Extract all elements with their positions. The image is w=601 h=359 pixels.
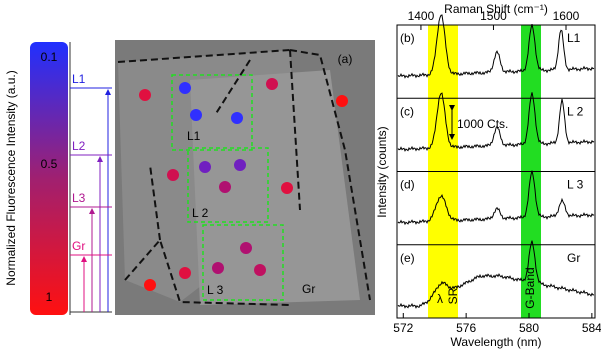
panel-label: (d) <box>400 178 415 192</box>
top-tick-label: 1600 <box>553 9 580 23</box>
region-label: L1 <box>187 129 201 143</box>
panel-label: (b) <box>400 31 415 45</box>
panel-label: (e) <box>400 251 415 265</box>
micrograph <box>115 40 375 315</box>
band-label: G-Band <box>523 267 537 308</box>
x-tick-label: 576 <box>456 321 476 335</box>
spectra-frame <box>396 24 596 319</box>
x-tick-label: 572 <box>393 321 413 335</box>
panel-label: (a) <box>338 52 353 66</box>
colorbar-label: Normalized Fluorescence Intensity (a.u.) <box>4 70 18 285</box>
panel-sample: L 2 <box>567 104 584 118</box>
band-label: SR <box>446 287 460 304</box>
top-tick-label: 1500 <box>480 9 507 23</box>
y-axis-label: Intensity (counts) <box>375 126 389 217</box>
region-label: Gr <box>302 282 315 296</box>
scale-annotation: 1000 Cts. <box>457 117 508 131</box>
top-tick-label: 1400 <box>408 9 435 23</box>
x-tick-label: 580 <box>519 321 539 335</box>
colorbar-tick: 1 <box>46 290 53 304</box>
colorbar <box>30 42 68 315</box>
panel-sample: L1 <box>567 31 581 45</box>
spectrum <box>397 14 595 79</box>
x-axis-label: Wavelength (nm) <box>451 335 542 349</box>
spectrum <box>397 92 595 152</box>
level-label: L2 <box>72 139 86 153</box>
level-label: L3 <box>72 191 86 205</box>
spectrum <box>397 170 595 226</box>
colorbar-tick: 0.5 <box>41 157 58 171</box>
panel-label: (c) <box>400 104 414 118</box>
panel-sample: L 3 <box>567 178 584 192</box>
spectrum <box>397 240 595 309</box>
x-tick-label: 584 <box>582 321 601 335</box>
top-axis-label: Raman Shift (cm⁻¹) <box>444 2 548 16</box>
region-label: L 3 <box>207 283 224 297</box>
region-label: L 2 <box>192 206 209 220</box>
symbol: λ <box>437 292 443 306</box>
colorbar-tick: 0.1 <box>41 50 58 64</box>
level-label: Gr <box>72 239 85 253</box>
panel-sample: Gr <box>567 251 580 265</box>
level-label: L1 <box>72 72 86 86</box>
